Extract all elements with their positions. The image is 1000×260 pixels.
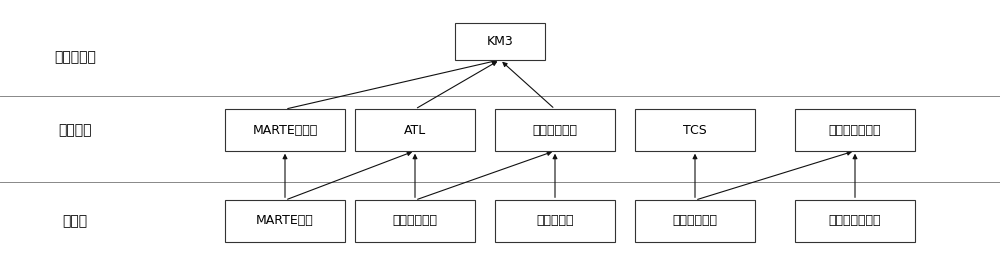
Text: MARTE模型: MARTE模型 bbox=[256, 214, 314, 228]
FancyBboxPatch shape bbox=[355, 109, 475, 151]
Text: 自动机元模型: 自动机元模型 bbox=[532, 124, 578, 136]
Text: ATL: ATL bbox=[404, 124, 426, 136]
FancyBboxPatch shape bbox=[495, 200, 615, 242]
Text: 元模型层: 元模型层 bbox=[58, 123, 92, 137]
FancyBboxPatch shape bbox=[795, 200, 915, 242]
FancyBboxPatch shape bbox=[495, 109, 615, 151]
Text: 自动机语法定义: 自动机语法定义 bbox=[829, 124, 881, 136]
Text: 自动机文本模型: 自动机文本模型 bbox=[829, 214, 881, 228]
Text: 文本转换规则: 文本转换规则 bbox=[672, 214, 718, 228]
FancyBboxPatch shape bbox=[355, 200, 475, 242]
Text: MARTE元模型: MARTE元模型 bbox=[252, 124, 318, 136]
FancyBboxPatch shape bbox=[795, 109, 915, 151]
Text: TCS: TCS bbox=[683, 124, 707, 136]
Text: 模型转换规则: 模型转换规则 bbox=[392, 214, 438, 228]
FancyBboxPatch shape bbox=[635, 109, 755, 151]
FancyBboxPatch shape bbox=[225, 200, 345, 242]
FancyBboxPatch shape bbox=[635, 200, 755, 242]
Text: 自动机模型: 自动机模型 bbox=[536, 214, 574, 228]
FancyBboxPatch shape bbox=[455, 23, 545, 60]
FancyBboxPatch shape bbox=[225, 109, 345, 151]
Text: 模型层: 模型层 bbox=[62, 214, 88, 228]
Text: 元元模型层: 元元模型层 bbox=[54, 50, 96, 64]
Text: KM3: KM3 bbox=[487, 35, 513, 48]
